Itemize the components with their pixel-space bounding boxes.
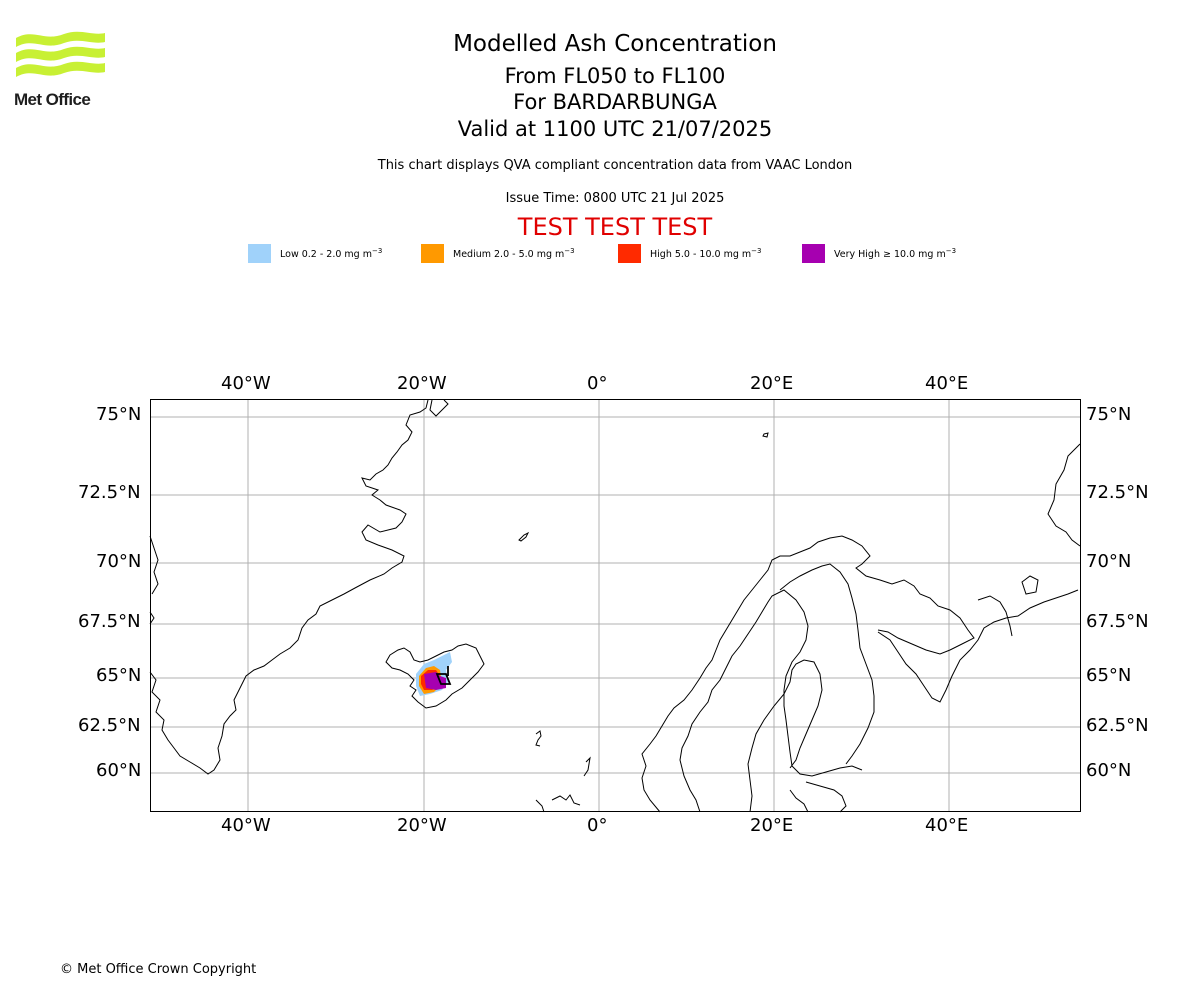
lat-label-left: 60°N — [96, 760, 142, 781]
legend-swatch-very-high — [802, 244, 825, 263]
ash-area-very-high — [424, 672, 446, 690]
legend-swatch-high — [618, 244, 641, 263]
legend-label-high: High 5.0 - 10.0 mg m — [650, 249, 752, 261]
legend-unit-exponent: −3 — [372, 247, 383, 255]
logo-text: Met Office — [14, 90, 91, 109]
lon-label-top: 20°W — [397, 373, 447, 394]
copyright-notice: © Met Office Crown Copyright — [60, 962, 257, 977]
legend-swatch-medium — [421, 244, 444, 263]
lon-label-top: 0° — [587, 373, 608, 394]
valid-time: Valid at 1100 UTC 21/07/2025 — [457, 117, 773, 141]
lat-label-left: 67.5°N — [78, 611, 141, 632]
scandinavia-coastline — [641, 535, 975, 813]
legend-swatch-low — [248, 244, 271, 263]
iceland-coastline — [385, 643, 485, 709]
lat-label-left: 65°N — [96, 665, 142, 686]
legend-label-low: Low 0.2 - 2.0 mg m — [280, 249, 372, 261]
lon-label-top: 40°E — [925, 373, 969, 394]
lat-label-right: 70°N — [1086, 551, 1132, 572]
lat-label-right: 67.5°N — [1086, 611, 1149, 632]
lon-label-bottom: 0° — [587, 815, 608, 836]
coastlines — [149, 399, 1081, 813]
lat-label-left: 72.5°N — [78, 482, 141, 503]
volcano-name: For BARDARBUNGA — [513, 90, 717, 114]
legend-unit-exponent: −3 — [564, 247, 575, 255]
greenland-coastline — [149, 399, 429, 775]
lat-label-left: 75°N — [96, 404, 142, 425]
volcano-marker-icon — [435, 666, 452, 685]
lat-label-right: 75°N — [1086, 404, 1132, 425]
lat-label-right: 62.5°N — [1086, 715, 1149, 736]
chart-description: This chart displays QVA compliant concen… — [377, 158, 853, 173]
lon-label-bottom: 40°E — [925, 815, 969, 836]
lat-label-right: 72.5°N — [1086, 482, 1149, 503]
legend-label-medium: Medium 2.0 - 5.0 mg m — [453, 249, 565, 261]
lon-label-top: 20°E — [750, 373, 794, 394]
lon-label-bottom: 20°W — [397, 815, 447, 836]
lon-label-bottom: 20°E — [750, 815, 794, 836]
issue-time: Issue Time: 0800 UTC 21 Jul 2025 — [505, 191, 725, 206]
lat-label-left: 62.5°N — [78, 715, 141, 736]
lat-label-right: 60°N — [1086, 760, 1132, 781]
legend-label-very-high: Very High ≥ 10.0 mg m — [834, 249, 946, 261]
lat-label-left: 70°N — [96, 551, 142, 572]
lat-label-right: 65°N — [1086, 665, 1132, 686]
met-office-logo: Met Office — [14, 30, 108, 112]
met-office-wave-logo-icon — [16, 31, 105, 77]
flight-level-range: From FL050 to FL100 — [504, 64, 726, 88]
ash-concentration-polygons — [416, 652, 452, 696]
lon-label-bottom: 40°W — [221, 815, 271, 836]
legend-unit-exponent: −3 — [945, 247, 957, 255]
map-gridlines — [150, 400, 1080, 812]
legend-unit-exponent: −3 — [751, 247, 762, 255]
lon-label-top: 40°W — [221, 373, 271, 394]
map-frame — [150, 399, 1081, 812]
chart-title: Modelled Ash Concentration — [453, 31, 777, 57]
test-banner: TEST TEST TEST — [517, 213, 713, 241]
